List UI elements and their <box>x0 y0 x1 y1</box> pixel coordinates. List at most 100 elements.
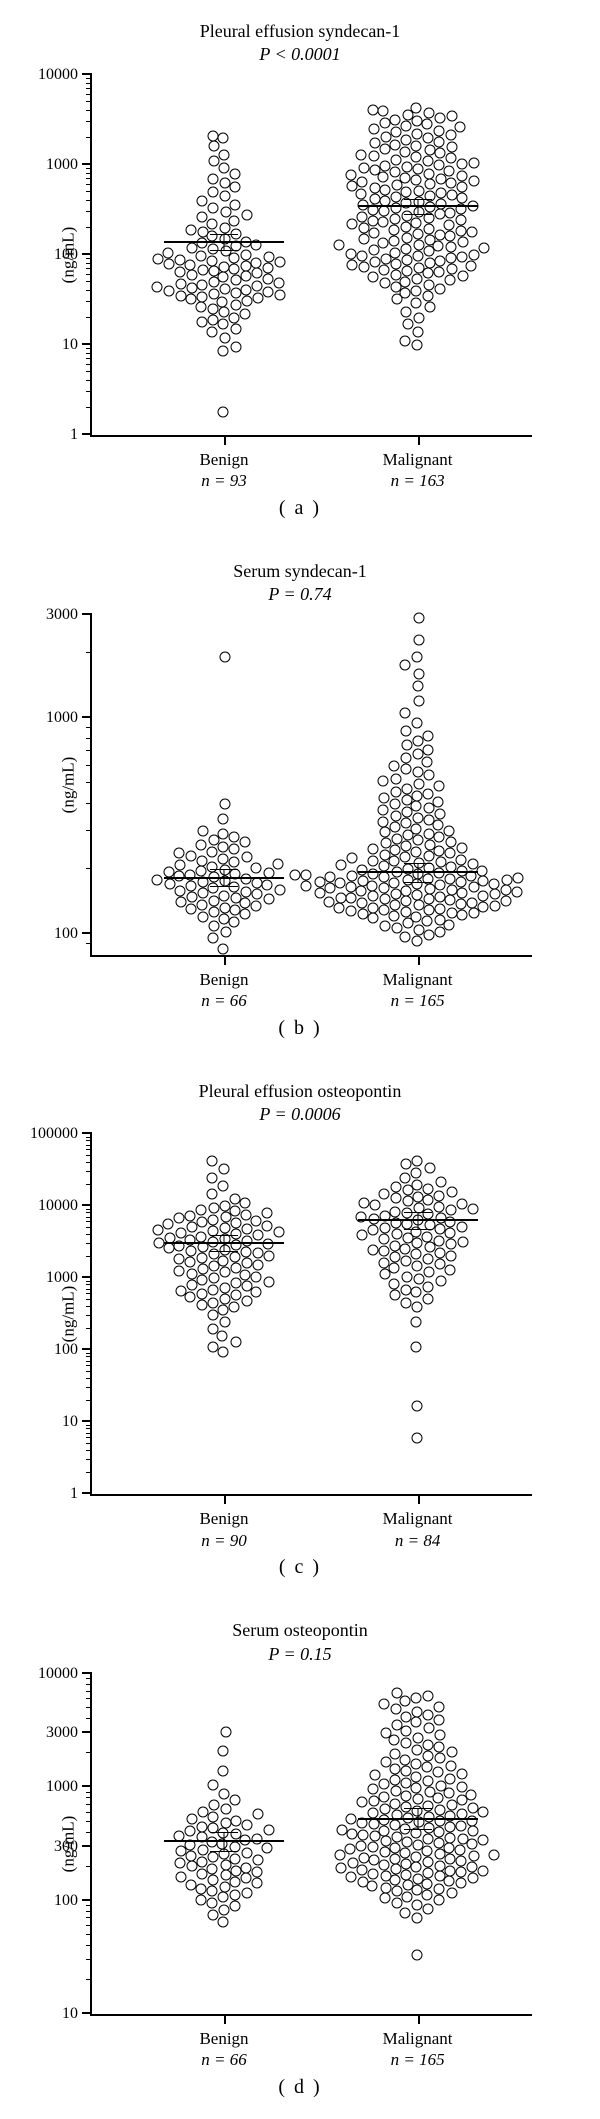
ytick-label: 100 <box>54 925 78 943</box>
data-point <box>389 844 400 855</box>
data-point <box>423 1690 434 1701</box>
data-point <box>380 131 391 142</box>
data-point <box>197 1856 208 1867</box>
data-point <box>411 652 422 663</box>
ytick <box>82 1276 92 1278</box>
data-point <box>209 1202 220 1213</box>
ytick-minor <box>86 1209 92 1210</box>
ytick-minor <box>86 1945 92 1946</box>
data-point <box>356 886 367 897</box>
data-point <box>455 877 466 888</box>
data-point <box>391 1229 402 1240</box>
data-point <box>379 1893 390 1904</box>
data-point <box>400 1777 411 1788</box>
data-point <box>400 1255 411 1266</box>
data-point <box>218 1346 229 1357</box>
data-point <box>242 1887 253 1898</box>
ytick-minor <box>86 1137 92 1138</box>
data-point <box>414 668 425 679</box>
data-point <box>434 1871 445 1882</box>
data-point <box>379 1859 390 1870</box>
data-point <box>346 248 357 259</box>
data-point <box>410 1342 421 1353</box>
error-cap <box>404 199 432 200</box>
data-point <box>423 905 434 916</box>
data-point <box>389 821 400 832</box>
data-point <box>367 272 378 283</box>
data-point <box>446 190 457 201</box>
data-point <box>389 139 400 150</box>
data-point <box>176 1871 187 1882</box>
ytick-minor <box>86 1846 92 1847</box>
data-point <box>424 1787 435 1798</box>
data-point <box>444 919 455 930</box>
pvalue-text: P = 0.0006 <box>30 1103 570 1126</box>
data-point <box>433 1714 444 1725</box>
ytick-label: 10000 <box>38 1665 78 1683</box>
data-point <box>207 130 218 141</box>
data-point <box>445 1239 456 1250</box>
data-point <box>466 1815 477 1826</box>
data-point <box>230 341 241 352</box>
data-point <box>367 1881 378 1892</box>
data-point <box>391 1688 402 1699</box>
ytick-minor <box>86 1443 92 1444</box>
data-point <box>380 1223 391 1234</box>
ytick-minor <box>86 137 92 138</box>
data-point <box>368 913 379 924</box>
data-point <box>264 1276 275 1287</box>
data-point <box>434 1827 445 1838</box>
data-point <box>390 167 401 178</box>
ytick <box>82 1672 92 1674</box>
data-point <box>413 1732 424 1743</box>
data-point <box>379 1791 390 1802</box>
data-point <box>263 1250 274 1261</box>
data-point <box>197 855 208 866</box>
data-point <box>467 1826 478 1837</box>
ytick-label: 1 <box>70 1485 78 1503</box>
data-point <box>230 1900 241 1911</box>
ytick-label: 10000 <box>38 66 78 84</box>
data-point <box>370 256 381 267</box>
data-point <box>209 1800 220 1811</box>
data-point <box>422 133 433 144</box>
data-point <box>389 1290 400 1301</box>
data-point <box>379 206 390 217</box>
data-point <box>218 1917 229 1928</box>
data-point <box>402 740 413 751</box>
data-point <box>433 1883 444 1894</box>
data-point <box>229 1251 240 1262</box>
data-point <box>230 199 241 210</box>
ytick-minor <box>86 1149 92 1150</box>
ytick-minor <box>86 1227 92 1228</box>
data-point <box>401 120 412 131</box>
data-point <box>345 1872 356 1883</box>
ytick-minor <box>86 290 92 291</box>
ytick-minor <box>86 317 92 318</box>
data-point <box>400 172 411 183</box>
chart-title: Pleural effusion syndecan-1P < 0.0001 <box>30 20 570 67</box>
data-point <box>410 1759 421 1770</box>
data-point <box>445 836 456 847</box>
ytick-minor <box>86 301 92 302</box>
y-axis-label: (ng/mL) <box>58 756 78 813</box>
data-point <box>401 210 412 221</box>
subfigure-label: ( b ) <box>30 1017 570 1040</box>
subfigure-label: ( a ) <box>30 497 570 520</box>
data-point <box>186 1268 197 1279</box>
data-point <box>175 860 186 871</box>
ytick-label: 10000 <box>38 1197 78 1215</box>
data-point <box>335 878 346 889</box>
data-point <box>380 1836 391 1847</box>
data-point <box>489 1849 500 1860</box>
data-point <box>219 652 230 663</box>
data-point <box>433 1767 444 1778</box>
data-point <box>367 216 378 227</box>
ytick-minor <box>86 1365 92 1366</box>
data-point <box>411 801 422 812</box>
data-point <box>262 1239 273 1250</box>
ytick-minor <box>86 1804 92 1805</box>
data-point <box>423 1709 434 1720</box>
data-point <box>241 1224 252 1235</box>
data-point <box>242 1847 253 1858</box>
